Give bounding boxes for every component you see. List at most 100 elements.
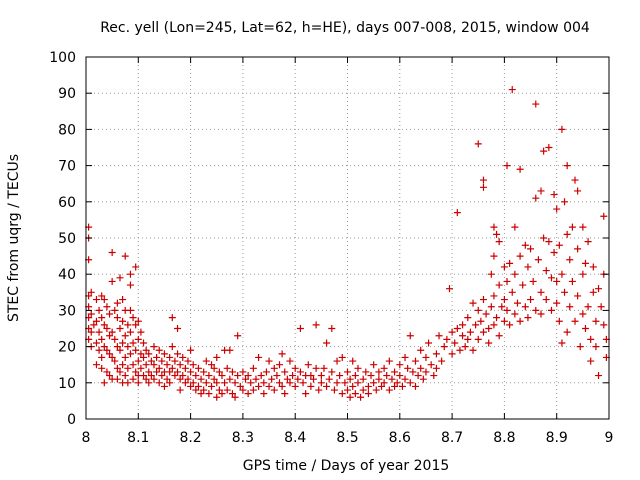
data-point <box>456 346 464 354</box>
data-point <box>234 372 242 380</box>
data-point <box>550 191 558 199</box>
data-point <box>485 325 493 332</box>
data-point <box>150 375 158 383</box>
data-point <box>226 375 234 383</box>
data-point <box>137 350 145 358</box>
data-point <box>506 259 514 267</box>
data-point <box>537 288 545 296</box>
data-point <box>145 368 153 376</box>
data-point <box>113 314 121 322</box>
data-point <box>98 353 106 361</box>
data-point <box>474 140 482 148</box>
data-point <box>140 339 148 347</box>
data-point <box>540 147 548 155</box>
data-point <box>383 372 391 380</box>
data-point <box>95 328 103 336</box>
data-point <box>346 375 354 383</box>
y-tick-label: 50 <box>58 231 76 247</box>
data-point <box>192 372 200 380</box>
data-point <box>574 292 582 300</box>
data-point <box>276 379 284 387</box>
data-point <box>126 328 134 336</box>
data-point <box>566 256 574 264</box>
data-point <box>469 299 477 307</box>
data-point <box>121 332 129 340</box>
data-point <box>364 390 372 398</box>
data-point <box>563 328 571 336</box>
data-point <box>516 317 524 325</box>
data-point <box>534 256 542 264</box>
data-point <box>90 321 98 329</box>
data-point <box>490 292 498 300</box>
data-point <box>113 343 121 351</box>
data-point <box>160 382 168 390</box>
data-point <box>568 223 576 231</box>
data-point <box>218 372 226 380</box>
data-point <box>508 86 516 94</box>
data-point <box>116 368 124 376</box>
data-point <box>244 390 252 398</box>
data-point <box>210 364 218 372</box>
data-point <box>223 364 231 372</box>
x-tick-label: 8.7 <box>441 430 463 446</box>
y-tick-label: 80 <box>58 122 76 138</box>
data-point <box>184 375 192 383</box>
data-point <box>181 379 189 387</box>
data-point <box>537 187 545 195</box>
data-point <box>163 375 171 383</box>
data-point <box>453 209 461 217</box>
data-point <box>194 382 202 390</box>
data-point <box>493 314 501 322</box>
data-point <box>134 317 142 325</box>
x-tick-label: 8.2 <box>179 430 201 446</box>
data-point <box>124 343 132 351</box>
data-point <box>307 372 315 380</box>
data-point <box>344 386 351 394</box>
data-point <box>98 314 106 322</box>
data-point <box>469 346 477 354</box>
data-point <box>430 372 438 380</box>
data-point <box>464 314 472 322</box>
data-point <box>234 332 242 340</box>
data-point <box>153 353 161 361</box>
data-point <box>205 390 213 398</box>
data-point <box>354 379 362 387</box>
data-point <box>351 372 359 380</box>
data-point <box>592 343 600 351</box>
data-point <box>166 353 174 361</box>
data-point <box>202 379 210 387</box>
x-tick-label: 8.1 <box>127 430 149 446</box>
data-point <box>359 375 367 383</box>
data-point <box>555 317 563 325</box>
y-tick-label: 0 <box>67 412 76 428</box>
data-point <box>532 194 540 202</box>
data-point <box>192 386 200 394</box>
data-point <box>519 281 527 289</box>
data-point <box>174 350 182 358</box>
data-point <box>129 314 137 322</box>
data-point <box>215 386 223 394</box>
data-point <box>495 281 503 289</box>
data-point <box>448 328 456 336</box>
data-point <box>200 386 208 394</box>
data-point <box>140 353 148 361</box>
data-point <box>142 361 150 369</box>
data-point <box>129 361 137 369</box>
data-point <box>527 296 535 304</box>
data-point <box>179 353 187 361</box>
data-point <box>98 364 106 372</box>
data-point <box>448 350 456 358</box>
data-point <box>396 361 404 369</box>
data-point <box>228 390 236 398</box>
data-point <box>119 361 127 369</box>
data-point <box>464 335 472 343</box>
data-point <box>532 100 540 108</box>
data-point <box>200 368 208 376</box>
data-point <box>521 303 529 311</box>
data-point <box>396 372 404 380</box>
x-tick-label: 8.6 <box>389 430 411 446</box>
data-point <box>244 372 252 380</box>
data-point <box>103 368 111 376</box>
data-point <box>500 296 508 304</box>
data-point <box>547 306 555 314</box>
